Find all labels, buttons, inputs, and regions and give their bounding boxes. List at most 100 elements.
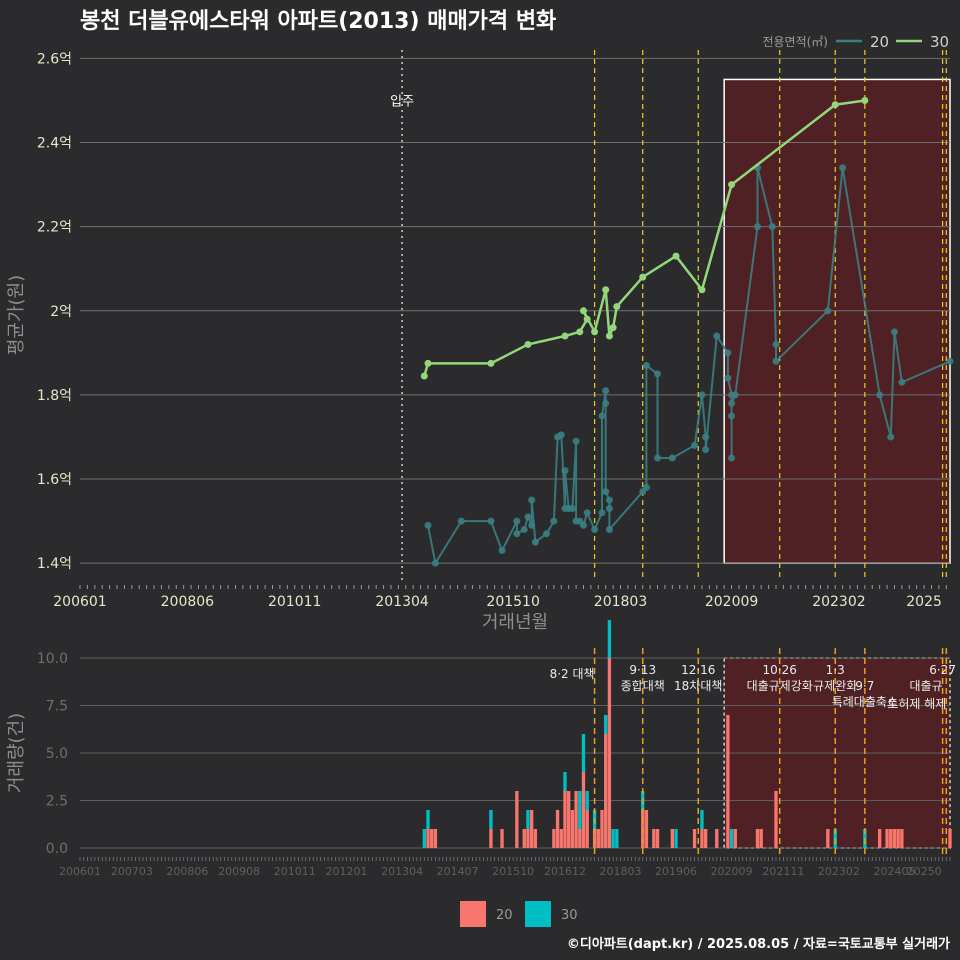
volume-bar-20: [700, 829, 704, 848]
data-point-30: [602, 286, 610, 294]
volume-bar-20: [896, 829, 900, 848]
policy-name-label: 대출규: [909, 679, 942, 693]
volume-bar-20: [570, 810, 575, 848]
volume-bar-30: [700, 810, 704, 829]
x-tick-label-bottom: 202302: [818, 865, 860, 878]
y-tick-label: 2.6억: [37, 51, 72, 67]
data-point-20: [561, 467, 569, 475]
y-tick-label-bottom: 0.0: [46, 841, 68, 857]
volume-bar-30: [426, 810, 430, 829]
data-point-30: [609, 324, 617, 332]
data-point-30: [698, 286, 706, 294]
y-tick-label-bottom: 10.0: [37, 651, 68, 667]
data-point-20: [542, 530, 550, 538]
policy-date-label: 12·16: [681, 663, 715, 677]
volume-bar-20: [596, 829, 600, 848]
volume-bar-30: [611, 829, 615, 848]
data-point-20: [579, 521, 587, 529]
volume-bar-20: [555, 810, 560, 848]
volume-bar-20: [948, 829, 952, 848]
data-point-20: [550, 517, 558, 525]
volume-bar-20: [607, 658, 612, 848]
volume-bar-30: [607, 620, 612, 658]
volume-bar-20: [529, 810, 534, 848]
x-tick-label-bottom: 201304: [381, 865, 423, 878]
data-point-20: [824, 307, 832, 315]
volume-bar-30: [604, 715, 608, 734]
highlight-region: [723, 78, 951, 564]
y-tick-label: 2.2억: [37, 220, 72, 236]
volume-bar-20: [585, 810, 589, 848]
x-tick-label-bottom: 201612: [544, 865, 586, 878]
volume-bar-20: [644, 810, 649, 848]
footer-credit: ©디아파트(dapt.kr) / 2025.08.05 / 자료=국토교통부 실…: [567, 936, 950, 952]
data-point-20: [528, 521, 536, 529]
data-point-20: [591, 526, 599, 534]
data-point-20: [876, 391, 884, 399]
volume-bar-20: [526, 829, 530, 848]
chart-title: 봉천 더블유에스타워 아파트(2013) 매매가격 변화: [80, 9, 556, 34]
x-tick-label: 201011: [268, 594, 321, 610]
data-point-20: [724, 374, 732, 382]
x-tick-label-bottom: 201011: [274, 865, 316, 878]
volume-bar-20: [426, 829, 430, 848]
volume-bar-20: [574, 791, 578, 848]
volume-bar-30: [489, 810, 493, 829]
volume-bar-20: [774, 791, 778, 848]
volume-bar-20: [692, 829, 697, 848]
volume-bar-30: [526, 810, 530, 829]
y-tick-label-bottom: 2.5: [46, 794, 68, 810]
y-tick-label-bottom: 5.0: [46, 746, 68, 762]
data-point-20: [698, 391, 706, 399]
data-point-20: [520, 526, 528, 534]
legend-label-30: 30: [930, 33, 949, 51]
volume-bar-30: [674, 829, 678, 848]
policy-name-label: 대출규제강화: [747, 679, 813, 693]
volume-bar-20: [500, 829, 504, 848]
data-point-20: [887, 433, 895, 441]
volume-bar-20: [670, 829, 675, 848]
volume-bar-30: [615, 829, 619, 848]
y-tick-label: 1.8억: [37, 388, 72, 404]
x-tick-label-bottom: 200703: [111, 865, 153, 878]
volume-bar-20: [726, 715, 730, 848]
data-point-20: [598, 412, 606, 420]
policy-name-label: 종합대책: [621, 678, 665, 693]
x-tick-label-bottom: 202009: [711, 865, 753, 878]
legend-title: 전용면적(㎡): [762, 35, 828, 49]
data-point-20: [531, 538, 539, 546]
volume-bar-30: [585, 791, 589, 810]
data-point-20: [524, 513, 532, 521]
data-point-20: [602, 399, 610, 407]
volume-bar-20: [900, 829, 904, 848]
data-point-20: [728, 454, 736, 462]
data-point-30: [420, 372, 428, 380]
x-tick-label: 201803: [594, 594, 647, 610]
data-point-20: [839, 164, 847, 172]
data-point-20: [691, 441, 699, 449]
data-point-30: [524, 340, 532, 348]
volume-bar-20: [559, 829, 563, 848]
volume-bar-20: [885, 829, 889, 848]
legend-bottom-label-30: 30: [561, 908, 578, 923]
legend-bottom-swatch-20: [460, 901, 486, 927]
x-tick-label-bottom: 202111: [762, 865, 804, 878]
data-point-30: [583, 315, 591, 323]
data-point-30: [672, 252, 680, 260]
x-tick-label: 201510: [486, 594, 539, 610]
y-tick-label: 1.6억: [37, 472, 72, 488]
data-point-20: [890, 328, 898, 336]
policy-name-label: 18차대책: [674, 678, 722, 693]
data-point-20: [605, 526, 613, 534]
volume-bar-20: [515, 791, 519, 848]
x-tick-label-bottom: 201510: [492, 865, 534, 878]
data-point-30: [605, 332, 613, 340]
volume-bar-20: [430, 829, 434, 848]
volume-bar-20: [877, 829, 882, 848]
policy-date-label: 1·3: [826, 663, 845, 677]
data-point-20: [702, 446, 710, 454]
x-tick-label: 2025: [906, 594, 942, 610]
data-point-20: [654, 454, 662, 462]
